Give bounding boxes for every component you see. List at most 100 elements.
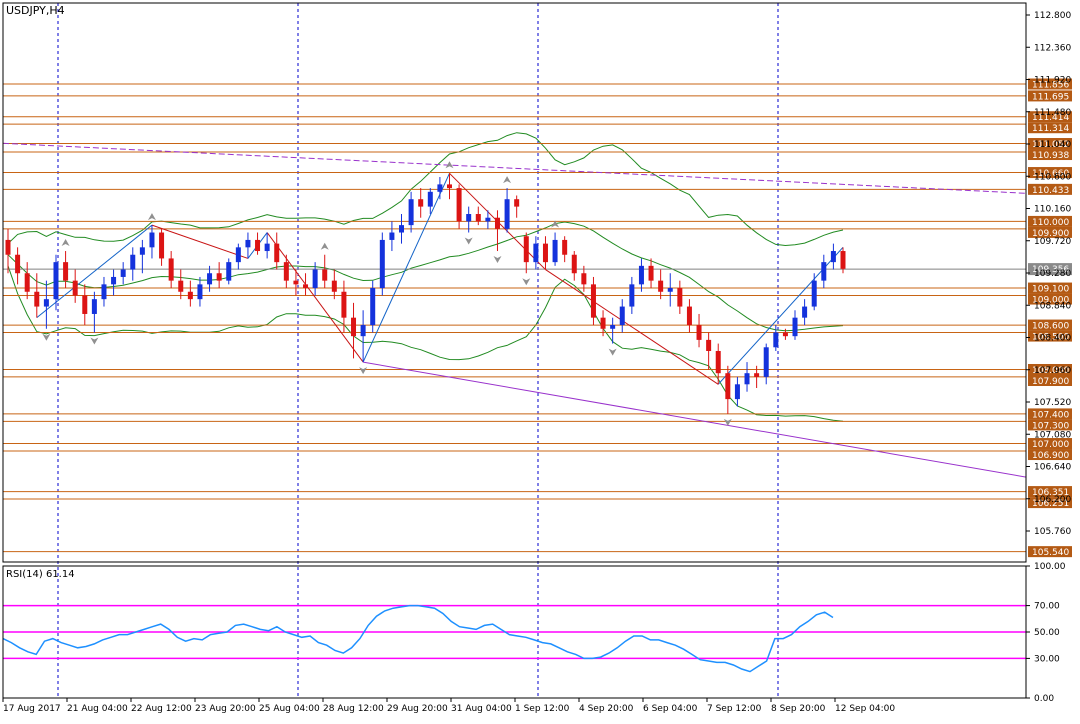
candle-body: [255, 239, 261, 252]
candle-body: [91, 299, 97, 314]
time-label: 7 Sep 12:00: [707, 704, 762, 714]
level-label-bg: [1028, 419, 1072, 431]
rsi-tick-label: 30.00: [1034, 654, 1060, 664]
level-label: 106.900: [1032, 451, 1069, 461]
price-tick-label: 107.960: [1034, 366, 1071, 376]
candle-body: [5, 239, 11, 255]
rsi-tick-label: 100.00: [1034, 562, 1066, 572]
candle-body: [274, 243, 280, 263]
candle-body: [533, 243, 539, 263]
fractal-arrow-icon: [90, 337, 99, 345]
time-label: 12 Sep 04:00: [835, 704, 895, 714]
level-label-bg: [1028, 282, 1072, 294]
level-label-bg: [1028, 449, 1072, 461]
candle-body: [504, 199, 510, 229]
fractal-arrow-icon: [464, 237, 473, 245]
candle-body: [245, 239, 251, 248]
level-label-bg: [1028, 167, 1072, 179]
candle-body: [629, 284, 635, 307]
candle-body: [811, 280, 817, 307]
candle-body: [235, 247, 241, 263]
level-label: 109.100: [1032, 285, 1069, 295]
zigzag-segment: [362, 173, 450, 363]
candle-body: [466, 214, 472, 222]
level-label-bg: [1028, 226, 1072, 238]
candle-body: [619, 306, 625, 326]
price-tick-label: 106.200: [1034, 495, 1071, 505]
candle-body: [802, 306, 808, 318]
level-label-bg: [1028, 78, 1072, 90]
rsi-tick-label: 70.00: [1034, 602, 1060, 612]
time-label: 17 Aug 2017: [3, 704, 61, 714]
zigzag-segment: [266, 232, 364, 363]
candle-body: [418, 199, 424, 207]
candle-body: [120, 269, 126, 277]
candle-body: [744, 373, 750, 385]
level-label-bg: [1028, 183, 1072, 195]
chart-title: USDJPY,H4: [6, 4, 65, 17]
candle-body: [370, 288, 376, 326]
level-label: 111.695: [1032, 92, 1069, 102]
fractal-arrow-icon: [445, 161, 454, 169]
rsi-label: RSI(14) 61.14: [6, 569, 75, 580]
candle-body: [792, 317, 798, 337]
candle-body: [475, 214, 481, 222]
candle-body: [456, 188, 462, 222]
candle-body: [216, 273, 222, 281]
level-label-bg: [1028, 408, 1072, 420]
candle-body: [303, 284, 309, 289]
candle-body: [168, 258, 174, 281]
time-label: 4 Sep 20:00: [579, 704, 634, 714]
time-label: 29 Aug 20:00: [387, 704, 448, 714]
candle-body: [139, 247, 145, 255]
time-label: 1 Sep 12:00: [515, 704, 570, 714]
level-label: 110.660: [1032, 169, 1069, 179]
fractal-arrow-icon: [723, 418, 732, 426]
fractal-arrow-icon: [608, 348, 617, 356]
candle-body: [821, 262, 827, 281]
level-label-bg: [1028, 374, 1072, 386]
candle-body: [149, 232, 155, 248]
candle-body: [187, 291, 193, 300]
level-label-bg: [1028, 138, 1072, 150]
price-tick-label: 110.600: [1034, 172, 1071, 182]
candle-body: [667, 288, 673, 292]
candle-body: [590, 284, 596, 318]
candle-body: [130, 254, 136, 270]
candle-body: [226, 262, 232, 281]
candle-body: [293, 280, 299, 285]
candle-body: [706, 339, 712, 351]
candle-body: [562, 239, 568, 255]
fractal-arrow-icon: [359, 367, 368, 375]
level-label: 108.600: [1032, 322, 1069, 332]
fractal-arrow-icon: [503, 176, 512, 184]
level-label: 111.414: [1032, 113, 1069, 123]
candle-body: [600, 317, 606, 329]
candle-body: [610, 325, 616, 329]
candle-body: [437, 184, 443, 192]
candle-body: [571, 254, 577, 274]
level-label: 110.433: [1032, 186, 1069, 196]
level-label: 110.000: [1032, 218, 1069, 228]
price-tick-label: 109.720: [1034, 237, 1071, 247]
candle-body: [178, 280, 184, 292]
trend-line-lower: [363, 361, 1027, 478]
candle-body: [754, 373, 760, 377]
candle-body: [322, 269, 328, 281]
price-tick-label: 107.080: [1034, 430, 1071, 440]
candle-body: [638, 265, 644, 285]
candle-body: [648, 265, 654, 281]
level-label-bg: [1028, 319, 1072, 331]
price-tick-label: 107.520: [1034, 398, 1071, 408]
candle-body: [53, 262, 59, 300]
price-tick-label: 108.400: [1034, 334, 1071, 344]
level-label: 110.938: [1032, 151, 1069, 161]
price-tick-label: 112.800: [1034, 11, 1071, 21]
candle-body: [34, 291, 40, 307]
level-label-bg: [1028, 486, 1072, 498]
bollinger-upper: [7, 132, 844, 247]
level-label: 107.000: [1032, 440, 1069, 450]
level-label: 106.351: [1032, 488, 1069, 498]
candle-body: [43, 299, 49, 307]
